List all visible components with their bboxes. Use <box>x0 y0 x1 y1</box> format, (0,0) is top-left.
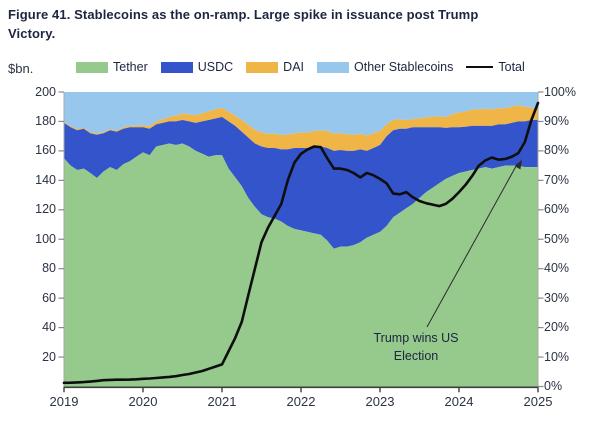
x-tick-label: 2025 <box>523 394 553 409</box>
area-usdc <box>64 117 538 249</box>
annotation-line1: Trump wins US <box>373 331 459 345</box>
y-right-tick-label: 60% <box>544 202 570 217</box>
annotation-arrow-line <box>426 163 518 328</box>
y-right-tick-label: 30% <box>544 290 570 305</box>
x-tick-label: 2022 <box>286 394 316 409</box>
y-left-tick-label: 140 <box>35 172 56 187</box>
annotation-line2: Election <box>393 349 439 363</box>
dai-swatch-icon <box>246 61 279 73</box>
area-tether <box>64 143 538 387</box>
y-right-tick-label: 40% <box>544 261 570 276</box>
y-left-tick-label: 180 <box>35 113 56 128</box>
chart-legend: Tether USDC DAI Other Stablecoins Total <box>76 60 606 74</box>
legend-item-other-stablecoins: Other Stablecoins <box>317 60 453 74</box>
figure-title-line1: Figure 41. Stablecoins as the on-ramp. L… <box>8 7 479 22</box>
other-stablecoins-swatch-icon <box>317 61 350 73</box>
y-right-tick-label: 0% <box>544 379 563 393</box>
y-left-tick-label: 80 <box>42 261 56 276</box>
x-tick-label: 2020 <box>128 394 158 409</box>
legend-item-dai: DAI <box>246 60 304 74</box>
x-tick-label: 2024 <box>444 394 474 409</box>
trump-election-annotation: Trump wins US Election <box>343 329 489 365</box>
legend-item-tether: Tether <box>76 60 148 74</box>
legend-label-total: Total <box>498 60 525 74</box>
total-line <box>62 101 540 385</box>
x-tick-label: 2019 <box>49 394 79 409</box>
figure-title: Figure 41. Stablecoins as the on-ramp. L… <box>8 5 602 43</box>
area-dai <box>64 105 538 151</box>
legend-label-tether: Tether <box>113 60 148 74</box>
legend-label-usdc: USDC <box>197 60 234 74</box>
legend-label-other-stablecoins: Other Stablecoins <box>354 60 454 74</box>
y-left-tick-label: 40 <box>42 320 56 335</box>
y-left-tick-label: 160 <box>35 143 56 158</box>
left-axis-unit-label: $bn. <box>8 61 34 76</box>
y-right-tick-label: 20% <box>544 320 570 335</box>
legend-item-usdc: USDC <box>160 60 234 74</box>
legend-label-dai: DAI <box>283 60 305 74</box>
area-other-stablecoins <box>64 92 538 136</box>
y-right-tick-label: 10% <box>544 349 570 364</box>
legend-item-total: Total <box>466 60 525 74</box>
y-left-tick-label: 200 <box>35 84 56 99</box>
y-right-tick-label: 100% <box>544 84 576 99</box>
usdc-swatch-icon <box>160 61 193 73</box>
annotation-arrowhead-icon <box>514 159 522 170</box>
y-left-tick-label: 100 <box>35 231 56 246</box>
y-right-tick-label: 50% <box>544 231 570 246</box>
y-left-tick-label: 20 <box>42 349 56 364</box>
x-tick-label: 2023 <box>365 394 395 409</box>
y-right-tick-label: 90% <box>544 113 570 128</box>
y-left-tick-label: 120 <box>35 202 56 217</box>
x-tick-label: 2021 <box>207 394 237 409</box>
tether-swatch-icon <box>76 61 108 73</box>
y-right-tick-label: 70% <box>544 172 570 187</box>
total-line-swatch-icon <box>466 66 494 68</box>
y-left-tick-label: 60 <box>42 290 56 305</box>
y-right-tick-label: 80% <box>544 143 570 158</box>
figure-title-line2: Victory. <box>8 26 56 41</box>
